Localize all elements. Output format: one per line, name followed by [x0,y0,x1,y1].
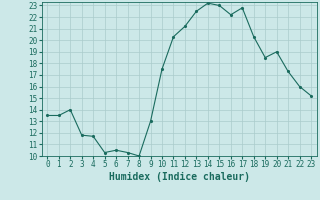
X-axis label: Humidex (Indice chaleur): Humidex (Indice chaleur) [109,172,250,182]
